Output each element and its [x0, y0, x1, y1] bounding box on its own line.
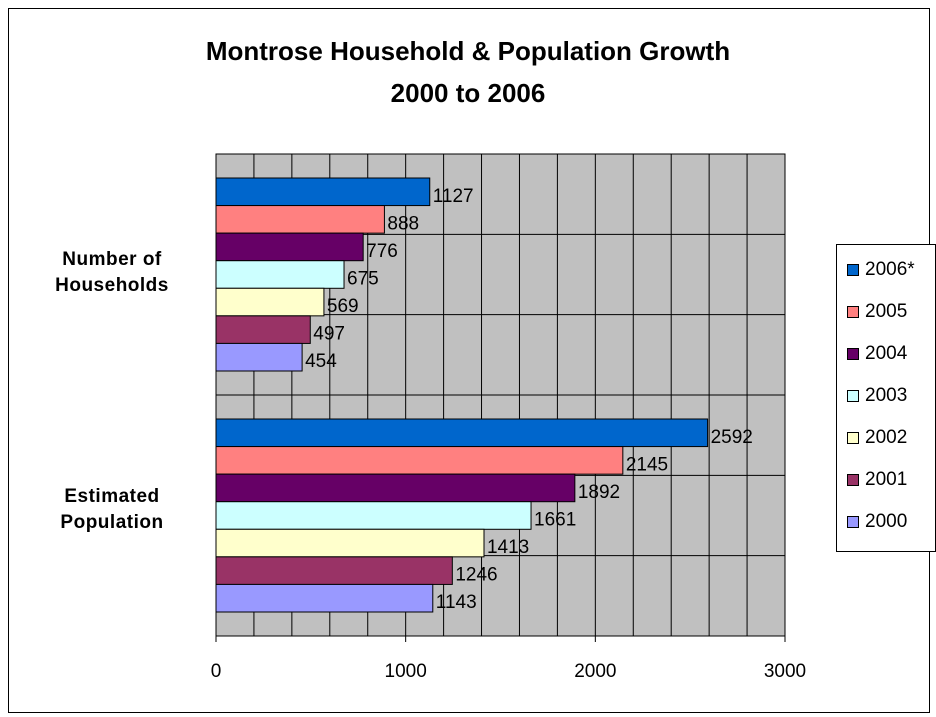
chart-legend: 2006* 2005 2004 2003 2002 2001 2000	[836, 244, 936, 552]
bar-value-label: 569	[327, 296, 359, 317]
legend-label: 2002	[865, 427, 908, 448]
bar	[215, 260, 345, 289]
bar-value-label: 2592	[711, 427, 753, 448]
x-tick-label: 1000	[385, 661, 427, 682]
legend-swatch	[847, 264, 859, 276]
bar-value-label: 776	[366, 241, 398, 262]
category-label-line: Population	[60, 512, 164, 533]
legend-label: 2005	[865, 301, 908, 322]
x-tick-label: 0	[211, 661, 222, 682]
legend-item: 2000	[847, 511, 907, 533]
chart-title: Montrose Household & Population Growth	[205, 36, 731, 66]
bar	[215, 501, 532, 530]
bar	[215, 473, 576, 503]
legend-item: 2003	[847, 385, 907, 407]
legend-label: 2001	[865, 469, 908, 490]
bar-value-label: 1892	[578, 482, 620, 503]
legend-label: 2006*	[865, 259, 915, 280]
bar-value-label: 675	[347, 269, 379, 290]
x-tick-label: 2000	[574, 661, 616, 682]
category-label-line: Households	[55, 275, 169, 296]
bar-value-label: 888	[387, 213, 419, 234]
bar-value-label: 2145	[626, 454, 668, 475]
legend-item: 2002	[847, 427, 907, 449]
legend-item: 2004	[847, 343, 907, 365]
legend-swatch	[847, 390, 859, 402]
legend-label: 2004	[865, 343, 908, 364]
legend-item: 2006*	[847, 259, 915, 281]
bar	[215, 232, 364, 262]
bar	[215, 315, 311, 344]
bar	[215, 583, 434, 613]
category-label-line: Estimated	[64, 486, 160, 507]
bar-value-label: 454	[305, 351, 337, 372]
legend-swatch	[847, 432, 859, 444]
bar-value-label: 1661	[534, 510, 576, 531]
bar	[215, 418, 709, 448]
category-label-households: Number of Households	[12, 247, 212, 299]
plot-border	[215, 153, 786, 637]
bar-value-label: 497	[313, 324, 345, 345]
bar	[215, 177, 431, 207]
x-tick-label: 3000	[764, 661, 806, 682]
legend-item: 2005	[847, 301, 907, 323]
legend-label: 2003	[865, 385, 908, 406]
legend-label: 2000	[865, 511, 908, 532]
category-label-population: Estimated Population	[12, 484, 212, 536]
chart-subtitle: 2000 to 2006	[390, 78, 546, 108]
bar	[215, 205, 385, 234]
bar	[215, 556, 453, 585]
bar	[215, 342, 303, 372]
bar-value-label: 1143	[436, 592, 477, 613]
bar	[215, 528, 485, 558]
bar-value-label: 1246	[455, 565, 497, 586]
legend-swatch	[847, 306, 859, 318]
bar	[215, 287, 325, 317]
bar	[215, 446, 624, 475]
bar-value-label: 1413	[487, 537, 529, 558]
category-label-line: Number of	[62, 249, 162, 270]
legend-item: 2001	[847, 469, 907, 491]
bar-value-label: 1127	[433, 186, 474, 207]
legend-swatch	[847, 474, 859, 486]
legend-swatch	[847, 348, 859, 360]
legend-swatch	[847, 516, 859, 528]
